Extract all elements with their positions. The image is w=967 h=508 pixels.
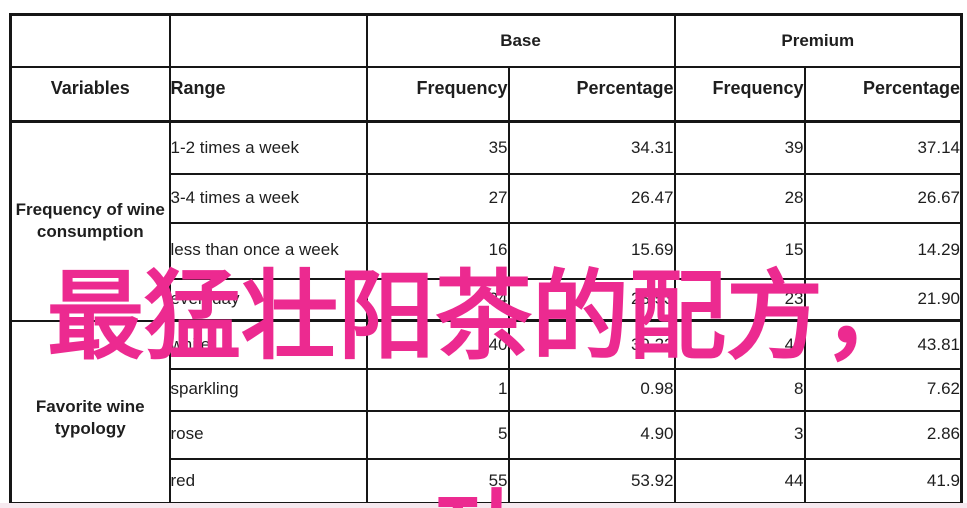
premium-percentage-cell: 26.67 (803, 172, 963, 224)
premium-percentage-cell: 41.9 (803, 457, 963, 505)
premium-frequency-cell: 44 (673, 457, 806, 505)
premium-frequency-cell: 46 (673, 319, 806, 370)
group-header-base: Base (365, 13, 676, 68)
column-header-variables: Variables (9, 65, 171, 123)
column-header-premium-frequency: Frequency (673, 65, 806, 123)
variable-label-frequency-of-wine-consumption: Frequency of wine consumption (9, 120, 171, 322)
column-header-premium-percentage: Percentage (803, 65, 963, 123)
group-header-row: Base Premium (9, 13, 963, 68)
column-header-base-percentage: Percentage (507, 65, 676, 123)
premium-percentage-cell: 21.90 (803, 277, 963, 322)
base-percentage-cell: 53.92 (507, 457, 676, 505)
survey-results-table: Base Premium Variables Range Frequency P… (9, 13, 964, 505)
variable-label-favorite-wine-typology: Favorite wine typology (9, 319, 171, 505)
table-row: Favorite wine typology white 40 39.22 46… (9, 319, 963, 505)
range-cell: 3-4 times a week (168, 172, 368, 224)
range-cell: rose (168, 409, 368, 460)
premium-percentage-cell: 2.86 (803, 409, 963, 460)
base-percentage-cell: 34.31 (507, 120, 676, 175)
premium-percentage-cell: 43.81 (803, 319, 963, 370)
corner-cell-range (168, 13, 368, 68)
range-cell: red (168, 457, 368, 505)
table-row: sparkling 1 0.98 8 7.62 (11, 367, 963, 412)
base-frequency-cell: 35 (365, 120, 510, 175)
range-cell: sparkling (168, 367, 368, 412)
range-cell: white (168, 319, 368, 370)
base-percentage-cell: 15.69 (507, 221, 676, 280)
table-row: red 55 53.92 44 41.9 (11, 457, 963, 505)
premium-percentage-cell: 14.29 (803, 221, 963, 280)
column-header-row: Variables Range Frequency Percentage Fre… (9, 65, 963, 123)
table-row: everyday 24 23.53 23 21.90 (11, 277, 963, 322)
premium-frequency-cell: 3 (673, 409, 806, 460)
base-percentage-cell: 4.90 (507, 409, 676, 460)
column-header-range: Range (168, 65, 368, 123)
premium-percentage-cell: 37.14 (803, 120, 963, 175)
page-edge-strip (0, 503, 967, 508)
premium-frequency-cell: 23 (673, 277, 806, 322)
premium-frequency-cell: 15 (673, 221, 806, 280)
column-header-base-frequency: Frequency (365, 65, 510, 123)
range-cell: everyday (168, 277, 368, 322)
table-row: less than once a week 16 15.69 15 14.29 (11, 221, 963, 280)
base-frequency-cell: 16 (365, 221, 510, 280)
premium-percentage-cell: 7.62 (803, 367, 963, 412)
base-frequency-cell: 27 (365, 172, 510, 224)
corner-cell-variables (9, 13, 171, 68)
range-cell: less than once a week (168, 221, 368, 280)
base-percentage-cell: 23.53 (507, 277, 676, 322)
base-frequency-cell: 1 (365, 367, 510, 412)
premium-frequency-cell: 28 (673, 172, 806, 224)
premium-frequency-cell: 8 (673, 367, 806, 412)
table-row: 3-4 times a week 27 26.47 28 26.67 (11, 172, 963, 224)
base-percentage-cell: 39.22 (507, 319, 676, 370)
base-frequency-cell: 55 (365, 457, 510, 505)
group-header-premium: Premium (673, 13, 963, 68)
base-percentage-cell: 0.98 (507, 367, 676, 412)
base-percentage-cell: 26.47 (507, 172, 676, 224)
range-cell: 1-2 times a week (168, 120, 368, 175)
premium-frequency-cell: 39 (673, 120, 806, 175)
base-frequency-cell: 24 (365, 277, 510, 322)
base-frequency-cell: 40 (365, 319, 510, 370)
table-row: rose 5 4.90 3 2.86 (11, 409, 963, 460)
table-row: Frequency of wine consumption 1-2 times … (9, 120, 963, 322)
base-frequency-cell: 5 (365, 409, 510, 460)
